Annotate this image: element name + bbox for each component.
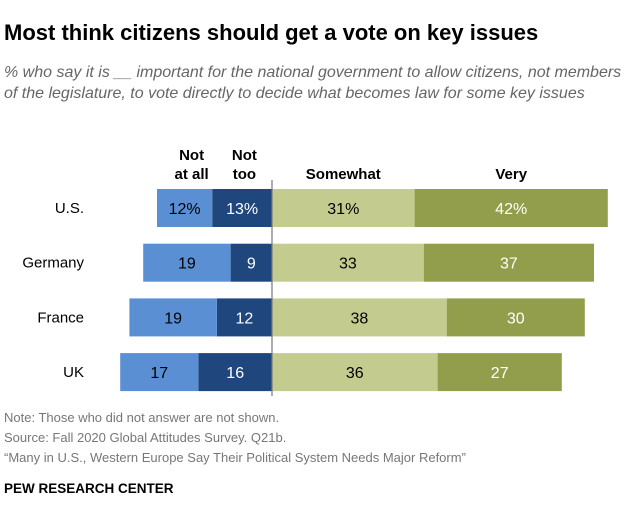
category-label: UK (63, 364, 84, 381)
data-label: 30 (507, 310, 525, 327)
data-label: 38 (351, 310, 369, 327)
data-label: 19 (164, 310, 182, 327)
data-label: 13% (226, 201, 258, 218)
bar-not-at-all (198, 353, 272, 392)
bar-very (446, 298, 585, 337)
data-label: 19 (178, 256, 196, 273)
legend-header: Very (495, 166, 527, 183)
data-label: 12% (169, 201, 201, 218)
data-label: 33 (339, 256, 357, 273)
bar-somewhat (272, 353, 438, 392)
data-label: 37 (500, 256, 518, 273)
bar-very (414, 189, 608, 227)
category-label: U.S. (55, 200, 84, 217)
bar-very (423, 243, 594, 282)
bar-not-at-all (212, 189, 272, 227)
data-label: 42% (495, 201, 527, 218)
legend-header: Not (179, 147, 204, 164)
legend-header: at all (175, 166, 209, 183)
data-label: 9 (247, 256, 256, 273)
bar-not-too (129, 298, 217, 337)
data-label: 17 (150, 365, 168, 382)
chart-title: Most think citizens should get a vote on… (4, 20, 539, 45)
data-label: 36 (346, 365, 364, 382)
category-label: Germany (22, 255, 84, 272)
note-text: Note: Those who did not answer are not s… (4, 410, 280, 425)
chart-plot: U.S. 13% 12% 31% 42% Germany 9 19 33 37 France 12 19… (22, 147, 608, 396)
source-text: Source: Fall 2020 Global Attitudes Surve… (4, 430, 287, 445)
data-label: 12 (236, 310, 254, 327)
chart-subtitle: % who say it is __ important for the nat… (4, 64, 622, 102)
bar-not-too (143, 243, 231, 282)
bar-not-too (157, 189, 213, 227)
legend-header: Somewhat (306, 166, 381, 183)
data-label: 16 (226, 365, 244, 382)
bar-somewhat (272, 243, 424, 282)
bar-not-too (120, 353, 199, 392)
bar-not-at-all (230, 243, 272, 282)
brand-logo-text: PEW RESEARCH CENTER (4, 481, 174, 496)
bar-somewhat (272, 189, 415, 227)
data-label: 31% (327, 201, 359, 218)
data-label: 27 (491, 365, 509, 382)
legend-header: Not (232, 147, 257, 164)
category-label: France (37, 309, 84, 326)
report-title: “Many in U.S., Western Europe Say Their … (4, 450, 466, 465)
bar-not-at-all (216, 298, 272, 337)
bar-very (437, 353, 562, 392)
bar-somewhat (272, 298, 447, 337)
legend-header: too (233, 166, 256, 183)
